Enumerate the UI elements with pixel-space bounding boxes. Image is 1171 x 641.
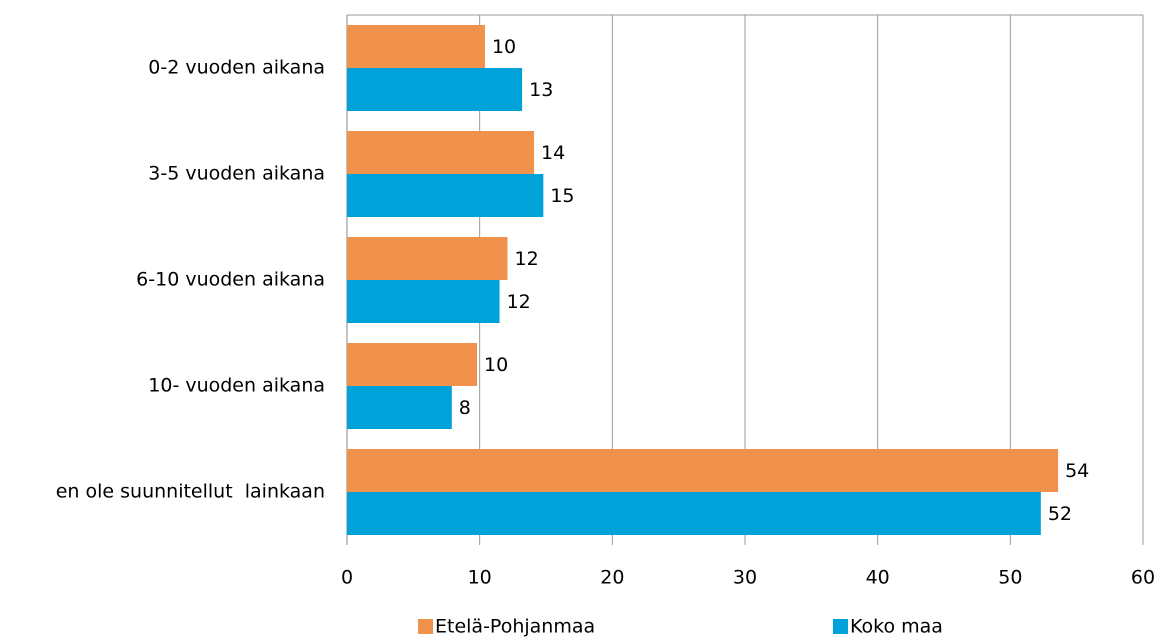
bar	[347, 237, 508, 280]
x-tick-label: 10	[468, 567, 492, 589]
legend-swatch	[833, 619, 848, 634]
data-label: 10	[484, 354, 508, 376]
legend-label: Koko maa	[850, 616, 943, 638]
bar	[347, 68, 523, 111]
x-tick-label: 0	[341, 567, 353, 589]
bar	[347, 343, 478, 386]
y-tick-label: 6-10 vuoden aikana	[136, 269, 325, 291]
data-label: 52	[1048, 503, 1072, 525]
x-tick-label: 50	[998, 567, 1022, 589]
bar	[347, 449, 1059, 492]
legend-label: Etelä-Pohjanmaa	[435, 616, 595, 638]
data-label: 13	[529, 79, 553, 101]
data-label: 14	[541, 142, 565, 164]
bar	[347, 25, 485, 68]
data-label: 12	[515, 248, 539, 270]
data-label: 15	[550, 185, 574, 207]
data-label: 8	[459, 397, 471, 419]
x-tick-label: 40	[866, 567, 890, 589]
x-tick-label: 60	[1131, 567, 1155, 589]
y-tick-label: 0-2 vuoden aikana	[148, 57, 325, 79]
y-tick-label: 10- vuoden aikana	[148, 375, 325, 397]
bar	[347, 174, 544, 217]
bar	[347, 386, 452, 429]
data-label: 12	[507, 291, 531, 313]
x-tick-label: 30	[733, 567, 757, 589]
y-tick-label: en ole suunnitellut lainkaan	[56, 481, 325, 503]
x-tick-label: 20	[600, 567, 624, 589]
data-label: 10	[492, 36, 516, 58]
y-tick-label: 3-5 vuoden aikana	[148, 163, 325, 185]
bar	[347, 280, 500, 323]
legend-swatch	[418, 619, 433, 634]
data-label: 54	[1065, 460, 1089, 482]
bar	[347, 492, 1041, 535]
bar	[347, 131, 535, 174]
